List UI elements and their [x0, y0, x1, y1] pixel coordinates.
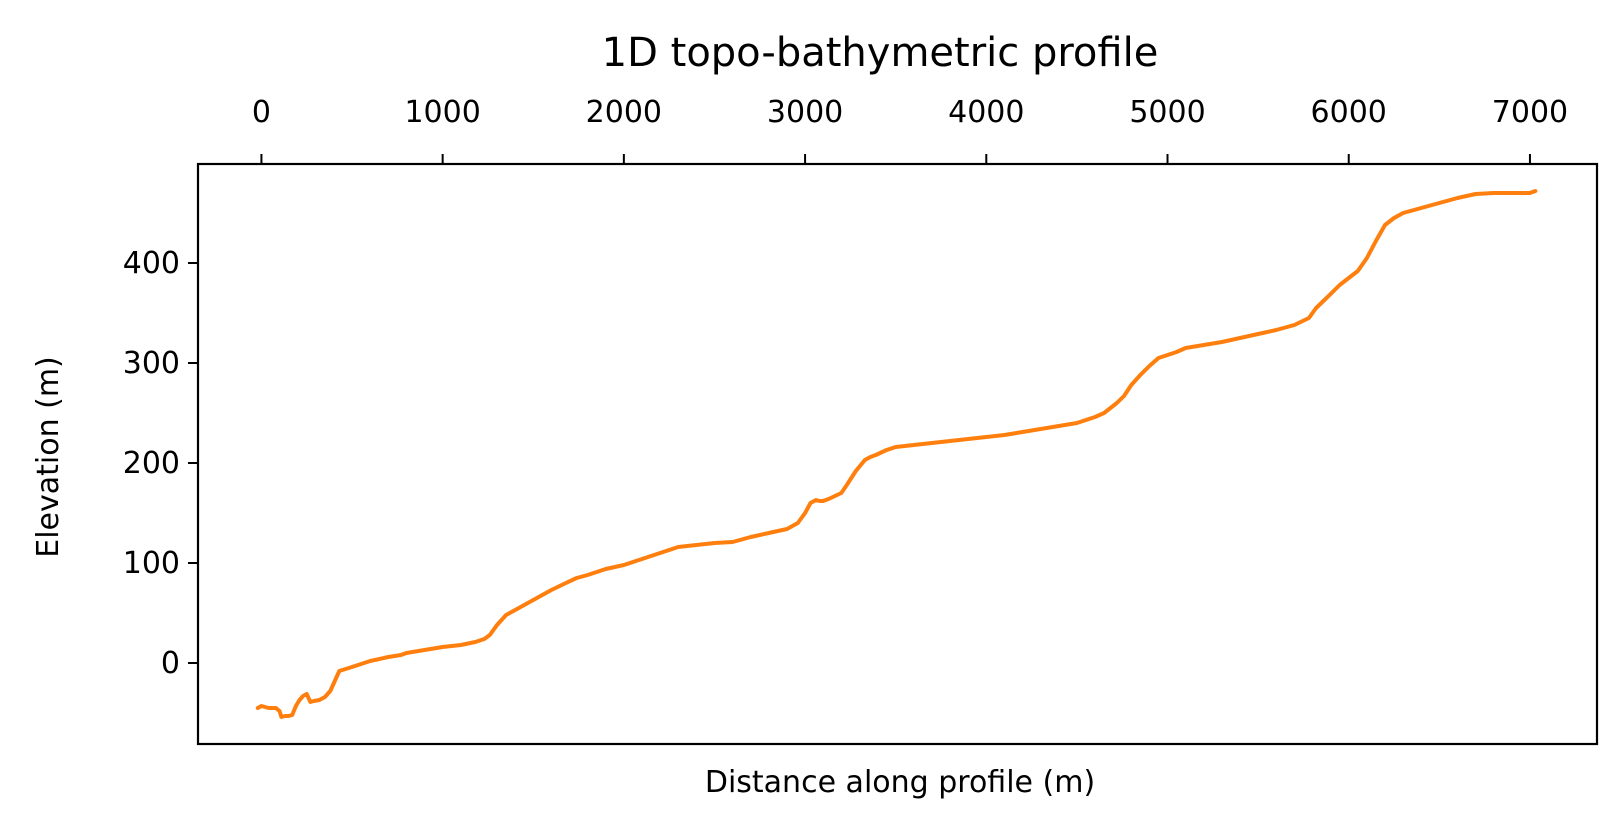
x-tick-label: 6000 [1311, 95, 1387, 130]
x-tick-label: 1000 [404, 95, 480, 130]
x-tick-label: 7000 [1492, 95, 1568, 130]
x-tick-label: 5000 [1129, 95, 1205, 130]
y-axis-label: Elevation (m) [31, 356, 66, 558]
y-tick-label: 200 [123, 446, 180, 481]
y-tick-label: 0 [161, 646, 180, 681]
chart-title: 1D topo-bathymetric profile [602, 30, 1159, 76]
x-tick-label: 4000 [948, 95, 1024, 130]
x-axis-label: Distance along profile (m) [705, 765, 1095, 800]
y-axis-ticks: 0 100 200 300 400 [123, 246, 198, 681]
x-tick-label: 0 [252, 95, 271, 130]
x-tick-label: 2000 [586, 95, 662, 130]
x-axis-ticks: 0 1000 2000 3000 4000 5000 6000 7000 [252, 95, 1568, 164]
plot-area-frame [196, 162, 1599, 746]
y-tick-label: 100 [123, 546, 180, 581]
x-tick-label: 3000 [767, 95, 843, 130]
elevation-profile-line [255, 189, 1538, 719]
y-tick-label: 300 [123, 346, 180, 381]
y-tick-label: 400 [123, 246, 180, 281]
